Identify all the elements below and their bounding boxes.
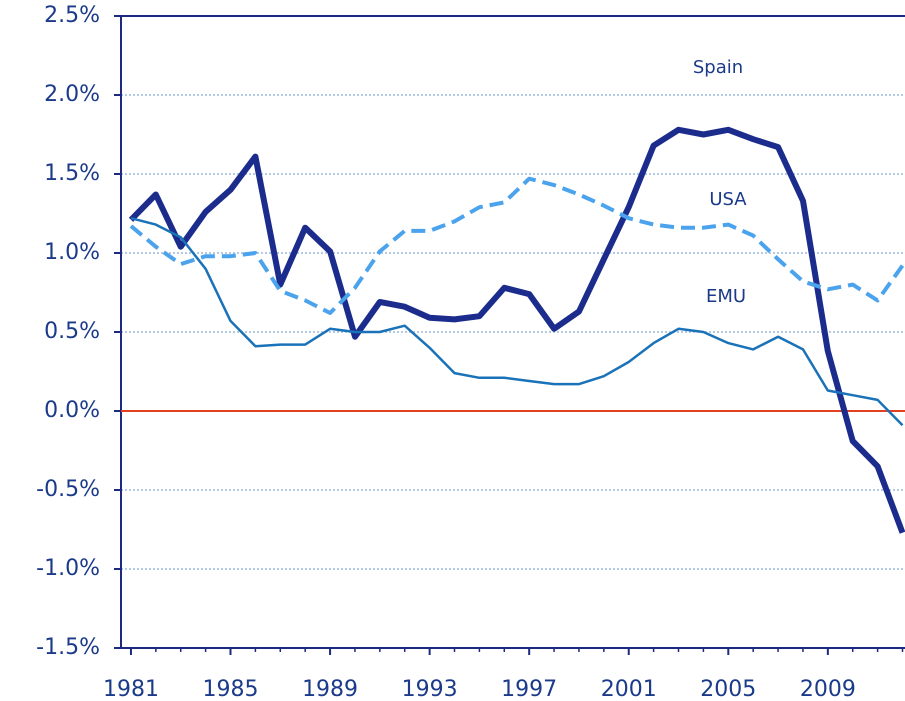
series-label: USA [709,189,747,210]
series-line [129,176,905,315]
series-label: Spain [693,57,743,78]
y-tick-label: 1.5% [44,161,100,186]
x-tick-label: 1981 [103,677,159,701]
series-line [130,216,904,427]
y-tick-label: -1.5% [36,635,100,660]
y-tick-label: 2.5% [44,3,100,28]
series-line [128,126,905,534]
x-tick-label: 2001 [601,677,657,701]
x-tick-label: 2005 [700,677,756,701]
x-tick-label: 1985 [203,677,259,701]
x-tick-label: 1997 [501,677,557,701]
y-tick-label: 0.5% [44,319,100,344]
x-tick-label: 1989 [302,677,358,701]
series-label: EMU [706,286,746,307]
y-tick-label: 0.0% [44,398,100,423]
x-tick-label: 2009 [800,677,856,701]
y-tick-label: -1.0% [36,556,100,581]
y-tick-label: 2.0% [44,82,100,107]
y-tick-label: -0.5% [36,477,100,502]
y-tick-label: 1.0% [44,240,100,265]
x-tick-label: 1993 [402,677,458,701]
